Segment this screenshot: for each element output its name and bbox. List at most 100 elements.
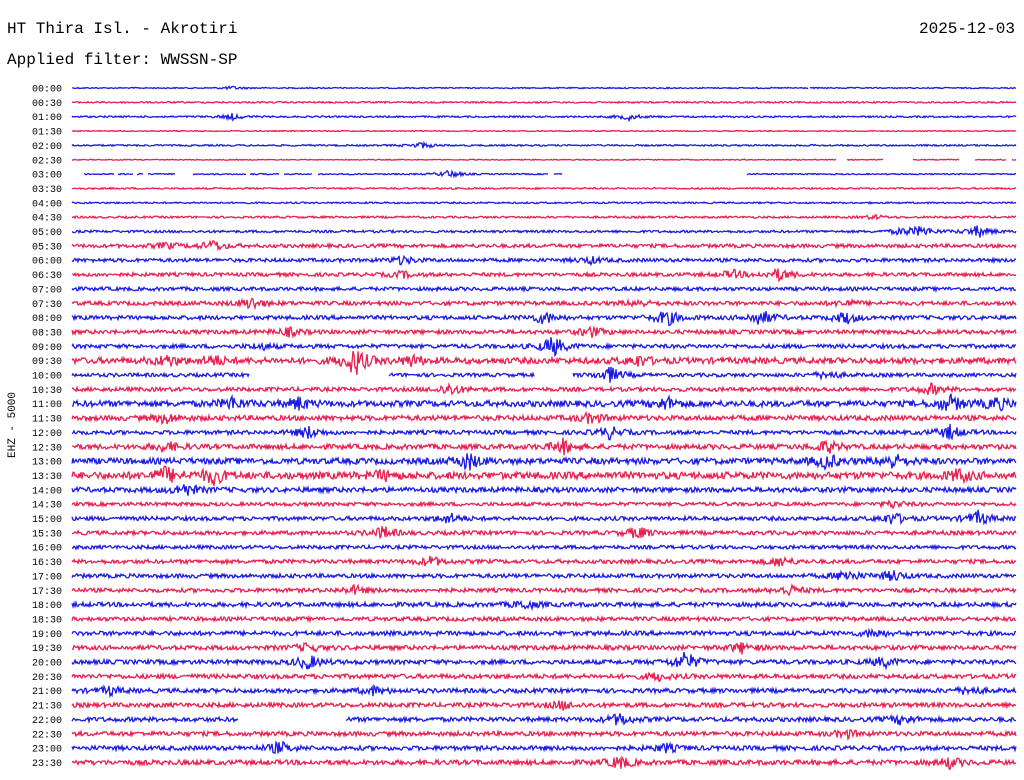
time-label: 11:00: [32, 400, 62, 411]
trace-line-2330: [71, 755, 1017, 771]
trace-line-0930: [71, 351, 1017, 375]
trace-line-0030: [71, 100, 1017, 105]
trace-line-1200: [71, 423, 1017, 441]
time-label: 17:30: [32, 587, 62, 598]
time-label: 03:00: [32, 171, 62, 182]
trace-line-1730: [71, 582, 1017, 597]
trace-line-1230: [71, 437, 1017, 456]
time-label: 22:30: [32, 730, 62, 741]
time-label: 08:30: [32, 328, 62, 339]
trace-line-1600: [71, 543, 1017, 552]
time-label: 14:30: [32, 501, 62, 512]
time-label: 06:00: [32, 257, 62, 268]
time-label: 03:30: [32, 185, 62, 196]
trace-line-1330: [71, 465, 1017, 487]
time-label: 16:30: [32, 558, 62, 569]
trace-line-0630: [71, 267, 1017, 283]
trace-line-0900: [71, 337, 1017, 358]
trace-line-1000: [71, 366, 1017, 383]
trace-line-2100: [71, 683, 1017, 699]
time-label: 04:30: [32, 214, 62, 225]
time-label: 19:00: [32, 630, 62, 641]
time-label: 13:00: [32, 458, 62, 469]
time-label: 05:00: [32, 228, 62, 239]
seismic-traces: [71, 85, 1017, 771]
trace-line-0500: [71, 225, 1017, 238]
time-label: 07:00: [32, 285, 62, 296]
trace-line-1400: [71, 484, 1017, 496]
trace-line-1100: [71, 393, 1017, 412]
trace-line-2200: [71, 713, 1017, 726]
trace-line-1900: [71, 627, 1017, 639]
time-label: 09:30: [32, 357, 62, 368]
time-label: 23:00: [32, 745, 62, 756]
time-label: 00:00: [32, 85, 62, 96]
trace-line-0230: [71, 158, 1017, 162]
trace-line-0330: [71, 186, 1017, 191]
time-label: 04:00: [32, 199, 62, 210]
trace-line-1800: [71, 599, 1017, 612]
trace-line-2130: [71, 700, 1017, 711]
trace-line-0700: [71, 284, 1017, 294]
time-label: 11:30: [32, 415, 62, 426]
time-label: 15:30: [32, 529, 62, 540]
trace-line-1130: [71, 410, 1017, 425]
time-label: 05:30: [32, 242, 62, 253]
trace-line-0730: [71, 297, 1017, 311]
trace-line-1300: [71, 453, 1017, 471]
trace-line-0200: [71, 140, 1017, 149]
time-label: 12:30: [32, 443, 62, 454]
time-labels: 00:00 00:30 01:00 01:30 02:00 02:30 03:00 03:30…: [32, 85, 62, 770]
time-label: 18:30: [32, 615, 62, 626]
trace-line-0600: [71, 254, 1017, 267]
time-label: 06:30: [32, 271, 62, 282]
time-label: 18:00: [32, 601, 62, 612]
time-label: 21:00: [32, 687, 62, 698]
date-label: 2025-12-03: [918, 20, 1015, 38]
time-label: 02:30: [32, 156, 62, 167]
trace-line-0130: [71, 129, 1016, 133]
time-label: 20:30: [32, 673, 62, 684]
time-label: 10:30: [32, 386, 62, 397]
trace-line-2000: [71, 651, 1017, 671]
trace-line-0400: [71, 200, 1017, 205]
trace-line-0800: [71, 310, 1017, 327]
time-label: 00:30: [32, 99, 62, 110]
time-label: 01:00: [32, 113, 62, 124]
time-label: 10:00: [32, 372, 62, 383]
time-label: 13:30: [32, 472, 62, 483]
time-label: 19:30: [32, 644, 62, 655]
time-label: 15:00: [32, 515, 62, 526]
trace-line-1700: [71, 569, 1017, 582]
trace-line-2300: [71, 740, 1017, 755]
time-label: 07:30: [32, 300, 62, 311]
trace-line-0300: [84, 169, 1017, 179]
trace-line-2030: [71, 671, 1017, 683]
time-label: 14:00: [32, 486, 62, 497]
trace-line-1630: [71, 555, 1017, 567]
trace-line-1500: [71, 509, 1017, 526]
time-label: 16:00: [32, 544, 62, 555]
time-label: 09:00: [32, 343, 62, 354]
trace-line-0100: [71, 112, 1017, 123]
trace-line-0000: [71, 85, 1017, 91]
time-label: 22:00: [32, 716, 62, 727]
time-label: 01:30: [32, 128, 62, 139]
station-title: HT Thira Isl. - Akrotiri: [7, 20, 238, 38]
channel-label: EHZ - 5000: [7, 392, 19, 458]
trace-line-2230: [71, 728, 1017, 741]
filter-label: Applied filter: WWSSN-SP: [7, 51, 238, 69]
trace-line-0830: [71, 325, 1017, 339]
time-label: 20:00: [32, 659, 62, 670]
time-label: 12:00: [32, 429, 62, 440]
time-label: 08:00: [32, 314, 62, 325]
trace-line-1930: [71, 641, 1017, 655]
trace-line-1030: [71, 381, 1017, 396]
time-label: 23:30: [32, 759, 62, 770]
time-label: 17:00: [32, 572, 62, 583]
trace-line-0530: [71, 239, 1017, 252]
trace-line-0430: [71, 213, 1017, 221]
trace-line-1830: [71, 614, 1017, 624]
trace-line-1430: [71, 499, 1017, 510]
